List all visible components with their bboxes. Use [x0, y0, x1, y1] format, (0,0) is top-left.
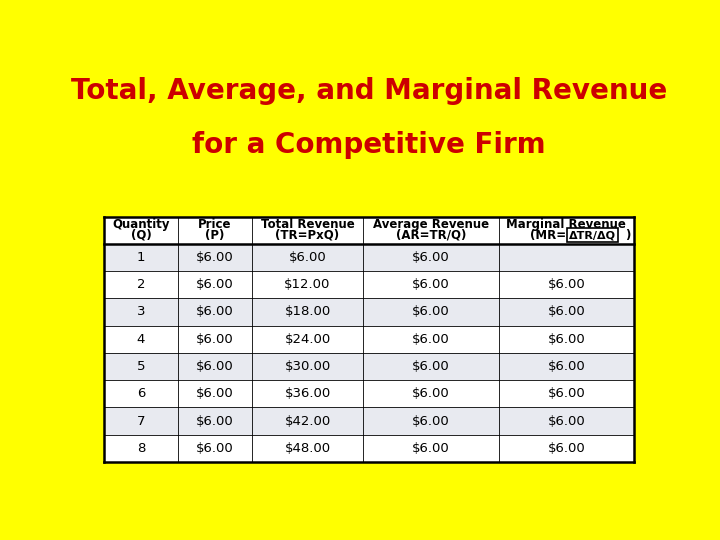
Text: ): ) [625, 228, 630, 241]
Text: Marginal Revenue: Marginal Revenue [506, 218, 626, 231]
Text: $30.00: $30.00 [284, 360, 330, 373]
Text: $6.00: $6.00 [412, 278, 450, 291]
Text: $6.00: $6.00 [547, 387, 585, 400]
Text: $6.00: $6.00 [196, 415, 234, 428]
Text: 7: 7 [137, 415, 145, 428]
Text: $6.00: $6.00 [547, 306, 585, 319]
Text: $42.00: $42.00 [284, 415, 330, 428]
Text: $6.00: $6.00 [547, 360, 585, 373]
Text: Total, Average, and Marginal Revenue: Total, Average, and Marginal Revenue [71, 77, 667, 105]
Text: (Q): (Q) [130, 228, 151, 241]
Text: $6.00: $6.00 [196, 278, 234, 291]
Text: $6.00: $6.00 [196, 387, 234, 400]
Text: Total Revenue: Total Revenue [261, 218, 354, 231]
Text: Quantity: Quantity [112, 218, 170, 231]
Text: 1: 1 [137, 251, 145, 264]
Text: $6.00: $6.00 [412, 415, 450, 428]
Text: ΔTR/ΔQ: ΔTR/ΔQ [569, 230, 616, 240]
Text: $6.00: $6.00 [412, 387, 450, 400]
Text: 6: 6 [137, 387, 145, 400]
Text: Price: Price [198, 218, 232, 231]
Bar [104, 244, 634, 271]
Text: 2: 2 [137, 278, 145, 291]
Text: $6.00: $6.00 [547, 333, 585, 346]
Text: 5: 5 [137, 360, 145, 373]
Text: $6.00: $6.00 [196, 251, 234, 264]
Text: $6.00: $6.00 [412, 333, 450, 346]
Text: $6.00: $6.00 [412, 251, 450, 264]
Text: 3: 3 [137, 306, 145, 319]
Text: 8: 8 [137, 442, 145, 455]
Text: $6.00: $6.00 [412, 360, 450, 373]
Text: $18.00: $18.00 [284, 306, 330, 319]
Text: (MR=: (MR= [530, 228, 567, 241]
Text: $6.00: $6.00 [196, 442, 234, 455]
Text: $6.00: $6.00 [547, 442, 585, 455]
Text: $36.00: $36.00 [284, 387, 330, 400]
Text: $24.00: $24.00 [284, 333, 330, 346]
Text: $6.00: $6.00 [196, 306, 234, 319]
Text: $12.00: $12.00 [284, 278, 330, 291]
Text: (TR=PxQ): (TR=PxQ) [276, 228, 340, 241]
Bar [104, 298, 634, 326]
Text: $6.00: $6.00 [196, 333, 234, 346]
Text: (P): (P) [205, 228, 225, 241]
Text: $48.00: $48.00 [284, 442, 330, 455]
Text: for a Competitive Firm: for a Competitive Firm [192, 131, 546, 159]
Text: $6.00: $6.00 [547, 415, 585, 428]
Text: $6.00: $6.00 [412, 306, 450, 319]
Text: $6.00: $6.00 [412, 442, 450, 455]
Bar [104, 407, 634, 435]
Text: $6.00: $6.00 [196, 360, 234, 373]
Text: $6.00: $6.00 [547, 278, 585, 291]
Text: $6.00: $6.00 [289, 251, 326, 264]
Text: Average Revenue: Average Revenue [373, 218, 489, 231]
Text: (AR=TR/Q): (AR=TR/Q) [395, 228, 466, 241]
Text: 4: 4 [137, 333, 145, 346]
Bar [104, 353, 634, 380]
